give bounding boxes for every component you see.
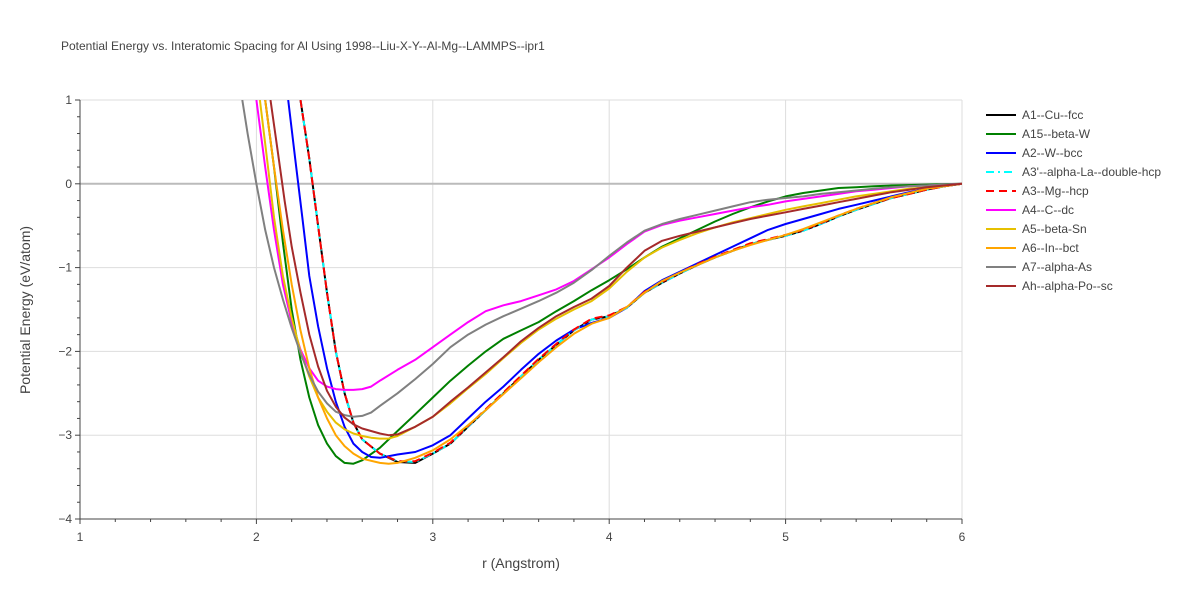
y-tick-label: −1 bbox=[58, 261, 72, 275]
legend-item-a5-beta-sn[interactable]: A5--beta-Sn bbox=[986, 222, 1087, 236]
y-tick-label: 1 bbox=[65, 93, 72, 107]
series-line-a3-alpha-la-double-hcp[interactable] bbox=[299, 100, 963, 463]
legend-label: A2--W--bcc bbox=[1022, 146, 1082, 160]
series-line-ah-alpha-po-sc[interactable] bbox=[269, 100, 963, 437]
y-tick-label: 0 bbox=[65, 177, 72, 191]
grid-lines bbox=[80, 99, 963, 519]
legend-label: Ah--alpha-Po--sc bbox=[1022, 279, 1113, 293]
legend-item-a2-w-bcc[interactable]: A2--W--bcc bbox=[986, 146, 1082, 160]
y-tick-label: −2 bbox=[58, 344, 72, 358]
legend-item-ah-alpha-po-sc[interactable]: Ah--alpha-Po--sc bbox=[986, 279, 1113, 293]
series-line-a3-mg-hcp[interactable] bbox=[299, 100, 963, 463]
legend-label: A5--beta-Sn bbox=[1022, 222, 1087, 236]
legend-item-a4-c-dc[interactable]: A4--C--dc bbox=[986, 203, 1074, 217]
y-tick-label: −4 bbox=[58, 512, 72, 526]
legend-item-a3-mg-hcp[interactable]: A3--Mg--hcp bbox=[986, 184, 1089, 198]
axes: 1 2 3 4 5 6 −4 −3 −2 −1 0 1 bbox=[58, 93, 965, 544]
legend-item-a6-in-bct[interactable]: A6--In--bct bbox=[986, 241, 1079, 255]
legend-label: A15--beta-W bbox=[1022, 127, 1091, 141]
x-tick-label: 3 bbox=[429, 530, 436, 544]
x-tick-label: 5 bbox=[782, 530, 789, 544]
x-tick-label: 6 bbox=[959, 530, 966, 544]
series-line-a15-beta-w[interactable] bbox=[264, 100, 962, 465]
series-line-a2-w-bcc[interactable] bbox=[287, 100, 962, 459]
legend-item-a7-alpha-as[interactable]: A7--alpha-As bbox=[986, 260, 1092, 274]
y-tick-label: −3 bbox=[58, 428, 72, 442]
y-axis-title: Potential Energy (eV/atom) bbox=[17, 226, 33, 394]
series-line-a7-alpha-as[interactable] bbox=[241, 100, 962, 418]
series-line-a6-in-bct[interactable] bbox=[264, 100, 962, 465]
x-tick-label: 4 bbox=[606, 530, 613, 544]
legend-item-a3-alpha-la-double-hcp[interactable]: A3'--alpha-La--double-hcp bbox=[986, 165, 1161, 179]
legend-label: A4--C--dc bbox=[1022, 203, 1074, 217]
legend-label: A1--Cu--fcc bbox=[1022, 108, 1083, 122]
legend-label: A3'--alpha-La--double-hcp bbox=[1022, 165, 1161, 179]
legend-label: A3--Mg--hcp bbox=[1022, 184, 1089, 198]
plot-area[interactable] bbox=[241, 100, 963, 465]
legend-label: A6--In--bct bbox=[1022, 241, 1079, 255]
legend-label: A7--alpha-As bbox=[1022, 260, 1092, 274]
series-line-a1-cu-fcc[interactable] bbox=[299, 100, 963, 464]
x-tick-label: 2 bbox=[253, 530, 260, 544]
legend-item-a15-beta-w[interactable]: A15--beta-W bbox=[986, 127, 1091, 141]
x-axis-title: r (Angstrom) bbox=[482, 555, 560, 571]
legend[interactable]: A1--Cu--fcc A15--beta-W A2--W--bcc A3'--alp… bbox=[986, 108, 1161, 293]
series-line-a5-beta-sn[interactable] bbox=[258, 100, 962, 440]
chart-title: Potential Energy vs. Interatomic Spacing… bbox=[61, 39, 545, 53]
legend-item-a1-cu-fcc[interactable]: A1--Cu--fcc bbox=[986, 108, 1083, 122]
x-tick-label: 1 bbox=[77, 530, 84, 544]
